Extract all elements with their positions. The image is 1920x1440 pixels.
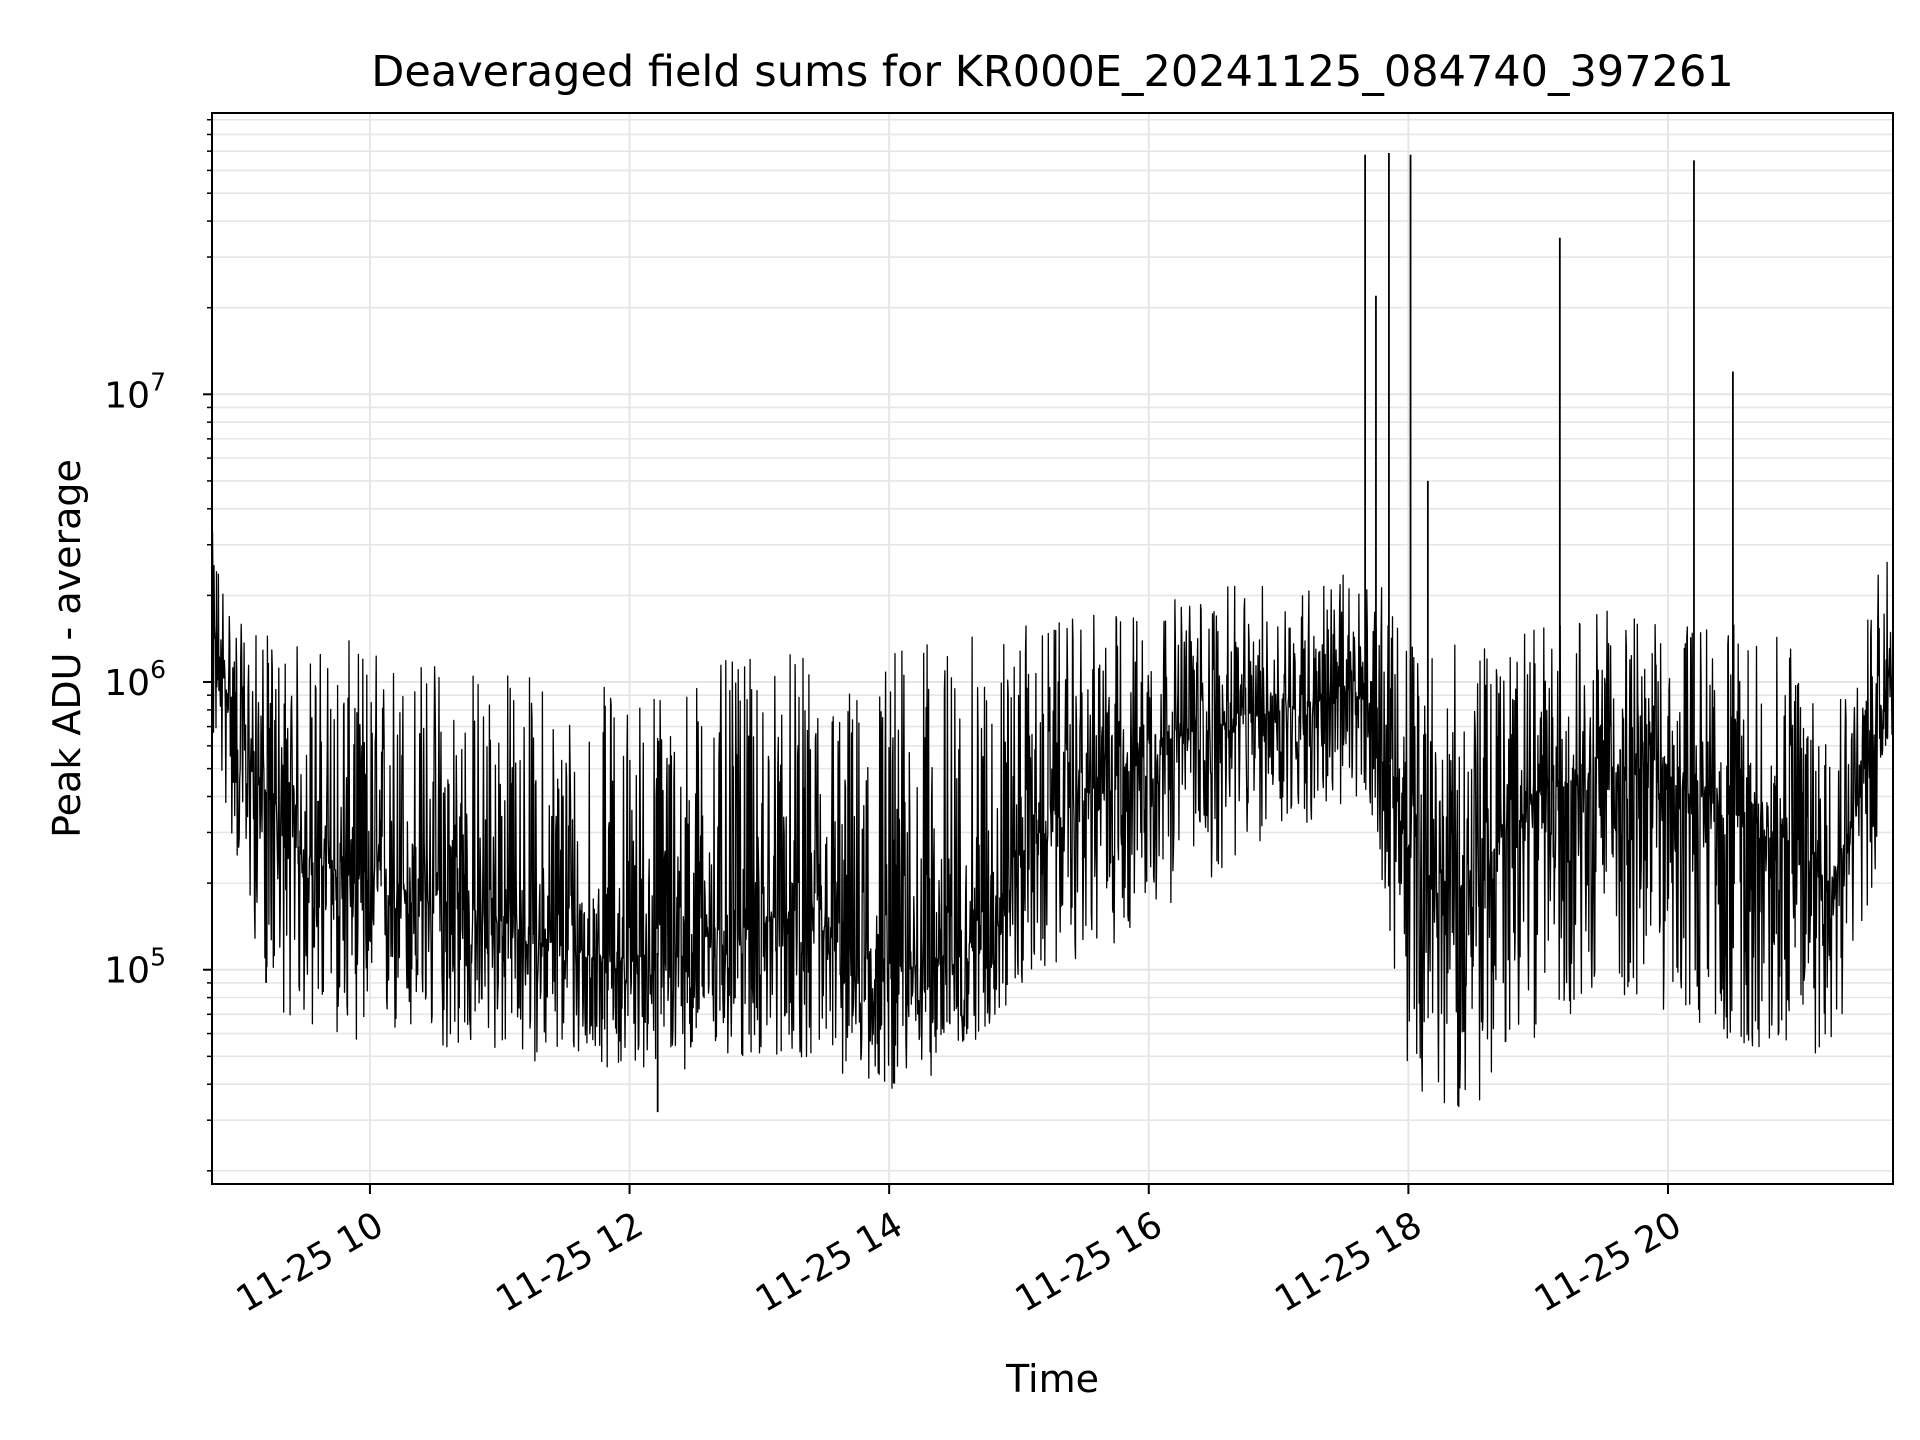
y-axis-label: Peak ADU - average	[45, 459, 89, 838]
y-tick-label: 107	[104, 367, 166, 416]
y-tick-label: 105	[104, 943, 166, 992]
y-tick-label: 106	[104, 655, 166, 704]
chart-title: Deaveraged field sums for KR000E_2024112…	[371, 47, 1733, 97]
data-series-line	[212, 530, 1893, 1108]
x-axis-label: Time	[1005, 1357, 1099, 1401]
plot-frame	[211, 112, 1894, 1185]
plot-area	[212, 152, 1893, 1113]
